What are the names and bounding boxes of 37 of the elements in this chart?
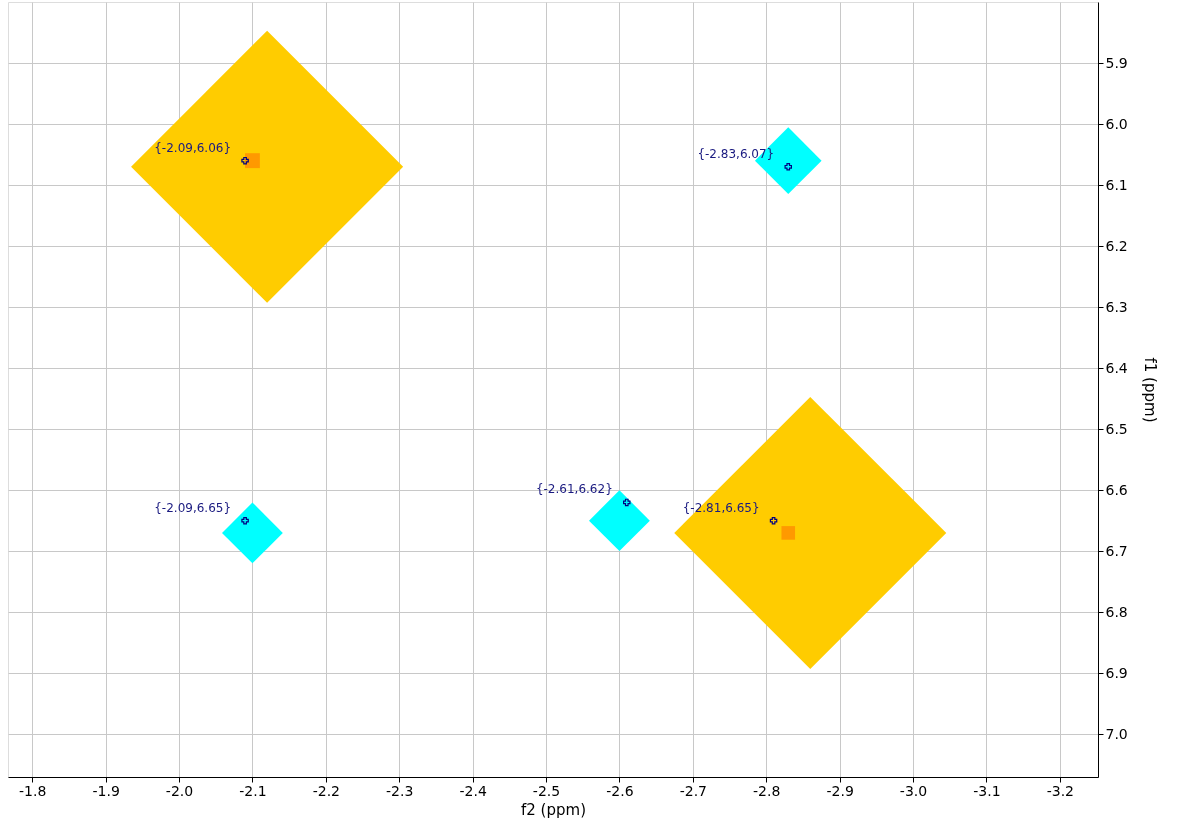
x-tick-label: -2.1 bbox=[239, 782, 267, 799]
x-tick-label: -2.2 bbox=[312, 782, 340, 799]
annotation: {-2.09,6.06} bbox=[154, 140, 232, 155]
y-tick-label: 6.9 bbox=[1105, 664, 1128, 681]
point bbox=[769, 516, 778, 525]
x-tick-label: -2.9 bbox=[826, 782, 854, 799]
y-tick-label: 6.1 bbox=[1105, 176, 1128, 193]
x-tick-label: -1.8 bbox=[19, 782, 47, 799]
x-tick-label: -3.1 bbox=[973, 782, 1001, 799]
x-tick-label: -3.0 bbox=[899, 782, 928, 799]
y-tick-label: 6.7 bbox=[1105, 542, 1128, 559]
x-tick-label: -2.6 bbox=[606, 782, 634, 799]
point bbox=[784, 163, 793, 171]
y-tick-label: 6.4 bbox=[1105, 359, 1128, 376]
x-tick-label: -3.2 bbox=[1046, 782, 1074, 799]
y-tick-label: 6.3 bbox=[1105, 298, 1128, 315]
x-axis-title: f2 (ppm) bbox=[521, 800, 586, 819]
y-tick-label: 6.8 bbox=[1105, 603, 1128, 620]
y-tick-label: 5.9 bbox=[1105, 54, 1128, 71]
y-tick-label: 6.5 bbox=[1105, 420, 1128, 437]
y-tick-label: 6.2 bbox=[1105, 237, 1128, 254]
x-tick-label: -2.8 bbox=[753, 782, 781, 799]
point bbox=[241, 156, 249, 165]
x-tick-label: -2.7 bbox=[679, 782, 707, 799]
y-tick-label: 7.0 bbox=[1105, 725, 1128, 742]
x-tick-label: -2.5 bbox=[532, 782, 561, 799]
x-tick-label: -1.9 bbox=[92, 782, 120, 799]
y-tick-label: 6.6 bbox=[1105, 481, 1128, 498]
annotation: {-2.09,6.65} bbox=[154, 500, 232, 515]
point bbox=[623, 498, 631, 507]
x-tick-label: -2.4 bbox=[459, 782, 487, 799]
x-tick-label: -2.3 bbox=[386, 782, 414, 799]
point bbox=[241, 516, 249, 525]
annotation: {-2.61,6.62} bbox=[535, 482, 613, 497]
y-tick-label: 6.0 bbox=[1105, 115, 1128, 132]
x-tick-label: -2.0 bbox=[165, 782, 194, 799]
y-axis-title: f1 (ppm) bbox=[1140, 357, 1159, 423]
